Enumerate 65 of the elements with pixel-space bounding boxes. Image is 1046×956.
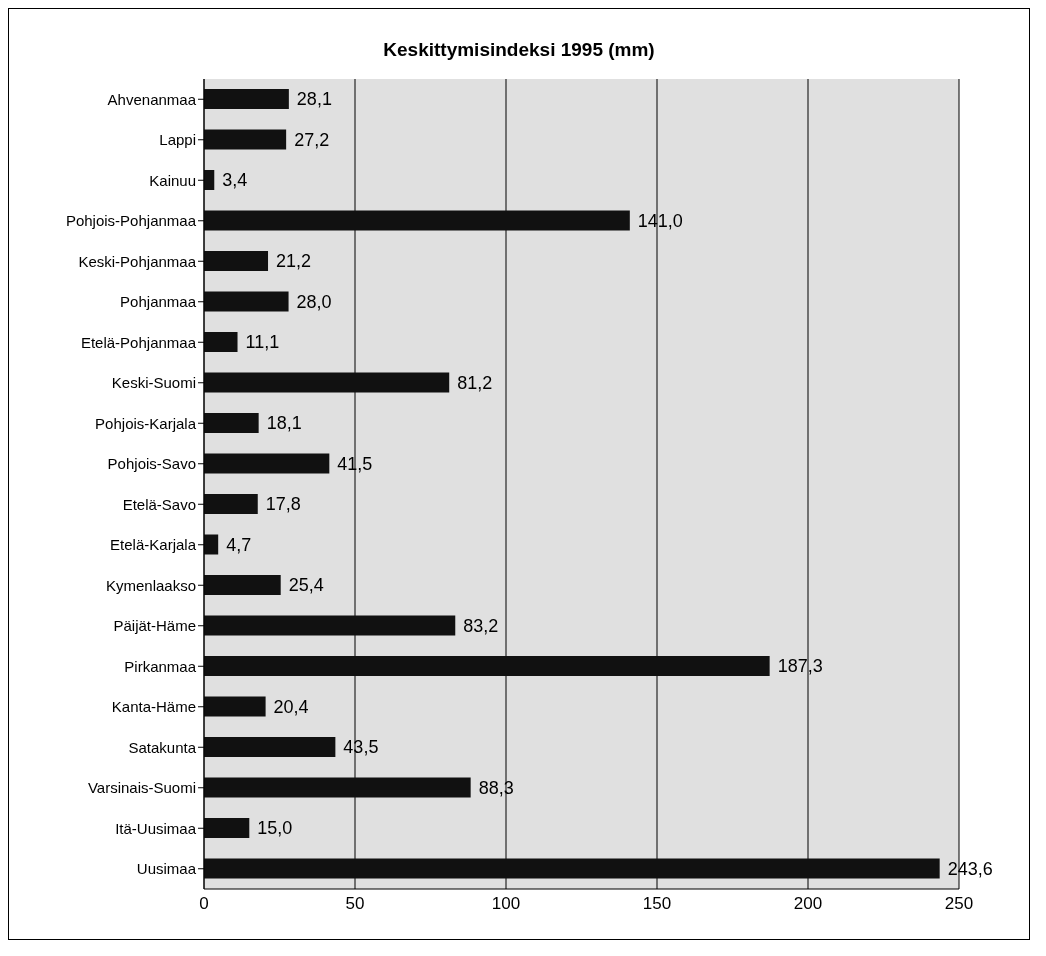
y-tick-label: Ahvenanmaa <box>107 90 197 108</box>
x-tick-label: 250 <box>944 894 974 914</box>
data-label: 25,4 <box>288 575 324 596</box>
data-label: 27,2 <box>294 129 330 150</box>
bar <box>204 413 259 433</box>
bar <box>204 129 287 150</box>
bar <box>204 89 289 109</box>
data-label: 141,0 <box>637 210 683 231</box>
y-tick-label: Etelä-Savo <box>122 495 196 513</box>
y-tick-label: Kymenlaakso <box>105 576 196 594</box>
bar <box>204 818 250 838</box>
data-label: 28,0 <box>296 291 332 312</box>
y-tick-label: Uusimaa <box>136 860 197 878</box>
data-label: 20,4 <box>273 696 309 717</box>
x-tick-label: 150 <box>642 894 672 914</box>
y-tick-label: Keski-Suomi <box>111 374 196 392</box>
data-label: 4,7 <box>226 534 252 555</box>
chart-title: Keskittymisindeksi 1995 (mm) <box>382 38 656 62</box>
x-tick-label: 200 <box>793 894 823 914</box>
data-label: 3,4 <box>222 170 248 191</box>
y-tick-label: Päijät-Häme <box>113 617 196 635</box>
bar <box>204 453 330 474</box>
y-tick-label: Itä-Uusimaa <box>115 819 197 837</box>
bar <box>204 534 219 555</box>
bar <box>204 615 456 636</box>
bar <box>204 696 266 717</box>
y-tick-label: Satakunta <box>128 738 197 756</box>
data-label: 88,3 <box>478 777 514 798</box>
bar <box>204 777 471 798</box>
data-label: 81,2 <box>457 372 493 393</box>
bar <box>204 494 258 514</box>
y-tick-label: Pirkanmaa <box>124 657 197 675</box>
data-label: 83,2 <box>463 615 499 636</box>
bar <box>204 858 940 879</box>
y-tick-label: Pohjois-Karjala <box>95 414 197 432</box>
y-tick-label: Kainuu <box>149 171 196 189</box>
y-tick-label: Pohjois-Pohjanmaa <box>65 212 197 230</box>
bar <box>204 575 281 595</box>
data-label: 187,3 <box>777 656 823 677</box>
bar <box>204 372 450 393</box>
y-tick-label: Etelä-Pohjanmaa <box>80 333 197 351</box>
bar <box>204 656 770 676</box>
bar <box>204 291 289 312</box>
bar <box>204 210 630 231</box>
y-tick-label: Lappi <box>159 131 196 149</box>
y-tick-label: Varsinais-Suomi <box>87 779 196 797</box>
data-label: 18,1 <box>266 413 302 434</box>
bar <box>204 251 269 271</box>
y-tick-label: Pohjanmaa <box>120 293 197 311</box>
y-tick-label: Pohjois-Savo <box>107 455 196 473</box>
y-tick-label: Keski-Pohjanmaa <box>78 252 197 270</box>
data-label: 41,5 <box>337 453 373 474</box>
data-label: 17,8 <box>265 494 301 515</box>
data-label: 28,1 <box>296 89 332 110</box>
y-tick-label: Kanta-Häme <box>111 698 196 716</box>
data-label: 43,5 <box>343 737 379 758</box>
bar <box>204 332 238 352</box>
x-tick-label: 50 <box>345 894 365 914</box>
x-tick-label: 100 <box>491 894 521 914</box>
data-label: 15,0 <box>257 818 293 839</box>
data-label: 21,2 <box>276 251 312 272</box>
data-label: 11,1 <box>245 332 280 353</box>
x-tick-label: 0 <box>199 894 209 914</box>
y-tick-label: Etelä-Karjala <box>110 536 197 554</box>
bar <box>204 737 336 757</box>
